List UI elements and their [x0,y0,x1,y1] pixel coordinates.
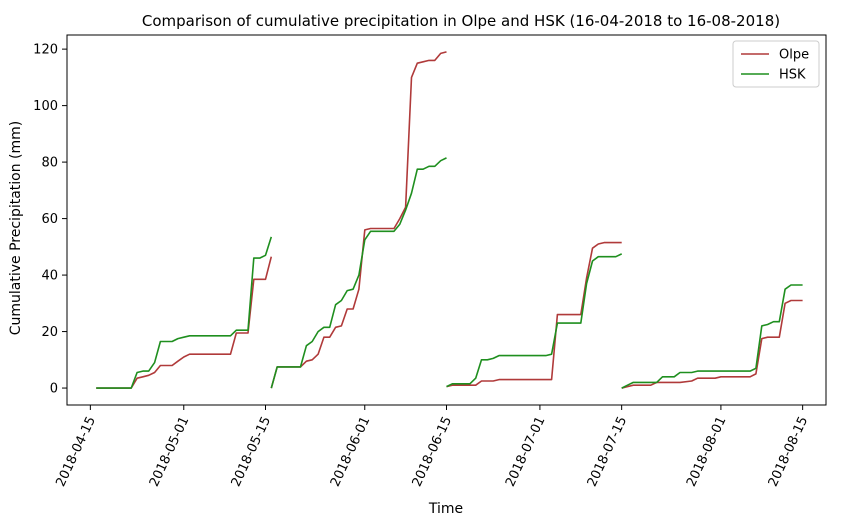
series-line-hsk [446,253,623,388]
series-line-olpe [621,299,803,389]
x-axis-label: Time [428,501,463,517]
x-tick-label: 2018-07-01 [503,414,549,489]
series-line-hsk [270,157,447,389]
x-axis-ticks: 2018-04-15 2018-05-01 2018-05-15 2018-06-01… [53,405,811,489]
x-tick-label: 2018-04-15 [53,414,99,489]
series-line-olpe [446,241,622,388]
y-axis-label: Cumulative Precipitation (mm) [8,121,24,336]
x-tick-label: 2018-06-15 [410,414,456,489]
x-tick-label: 2018-08-15 [766,414,812,489]
chart-title: Comparison of cumulative precipitation i… [142,12,780,30]
x-tick-label: 2018-05-01 [147,414,193,489]
x-tick-label: 2018-07-15 [585,414,631,489]
legend: Olpe HSK [732,40,820,88]
y-tick-label: 120 [33,43,58,58]
legend-label-olpe: Olpe [779,48,809,63]
y-tick-label: 100 [33,99,58,114]
series-line-hsk [621,284,803,389]
x-tick-label: 2018-06-01 [328,414,374,489]
series-line-olpe [96,256,273,389]
plot-area [96,51,803,389]
series-line-hsk [96,236,273,389]
series-line-olpe [270,51,447,389]
legend-label-hsk: HSK [779,68,806,83]
y-tick-label: 40 [41,269,58,284]
y-axis-ticks: 0 20 40 60 80 100 120 [33,43,67,397]
x-tick-label: 2018-05-15 [229,414,275,489]
plot-frame [66,34,827,406]
y-tick-label: 60 [41,212,58,227]
legend-box [732,40,820,88]
y-tick-label: 80 [41,156,58,171]
x-tick-label: 2018-08-01 [684,414,730,489]
y-tick-label: 0 [50,382,58,397]
y-tick-label: 20 [41,325,58,340]
